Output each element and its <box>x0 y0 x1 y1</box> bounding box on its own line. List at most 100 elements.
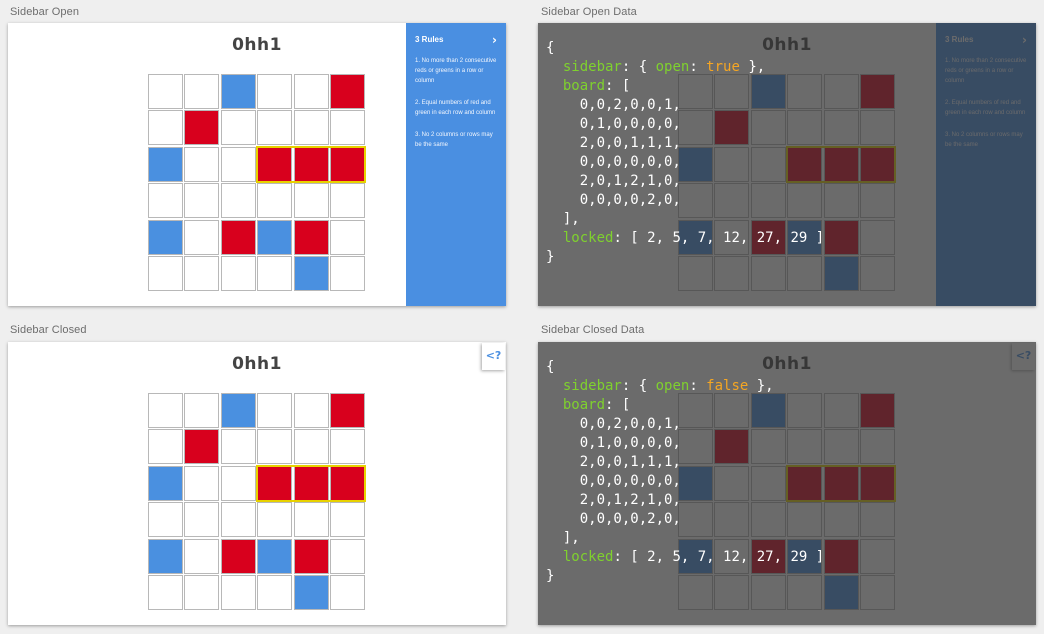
code-board-row: 0,0,0,0,2,0, <box>579 511 681 527</box>
board-cell[interactable] <box>148 256 183 291</box>
board-cell[interactable] <box>293 538 329 574</box>
data-overlay <box>538 23 1036 306</box>
game-board <box>148 393 367 611</box>
board-cell[interactable] <box>293 256 329 291</box>
board-cell[interactable] <box>257 183 293 219</box>
code-locked-key: locked <box>562 230 614 246</box>
rule-1: 1. No more than 2 consecutive reds or gr… <box>415 58 497 84</box>
board-cell[interactable] <box>220 146 256 182</box>
board-cell[interactable] <box>148 502 183 538</box>
board-cell[interactable] <box>184 538 220 574</box>
board-cell[interactable] <box>293 183 329 219</box>
board-cell[interactable] <box>330 219 365 255</box>
board-cell[interactable] <box>330 256 365 291</box>
board-cell[interactable] <box>220 74 256 109</box>
board-cell[interactable] <box>148 393 183 428</box>
game-title: 0hh1 <box>232 35 282 55</box>
board-cell[interactable] <box>184 575 220 610</box>
rules-sidebar: 3 Rules › 1. No more than 2 consecutive … <box>406 23 506 306</box>
board-cell[interactable] <box>330 429 365 465</box>
board-cell[interactable] <box>293 74 329 109</box>
caption-sidebar-closed-data: Sidebar Closed Data <box>541 324 645 336</box>
board-cell[interactable] <box>220 183 256 219</box>
board-cell[interactable] <box>148 538 183 574</box>
board-cell[interactable] <box>293 429 329 465</box>
board-cell[interactable] <box>220 110 256 146</box>
rule-2: 2. Equal numbers of red and green in eac… <box>415 100 496 116</box>
board-cell[interactable] <box>330 502 365 538</box>
board-cell[interactable] <box>257 256 293 291</box>
board-cell[interactable] <box>330 575 365 610</box>
board-cell[interactable] <box>330 110 365 146</box>
code-locked-key: locked <box>562 549 614 565</box>
board-cell[interactable] <box>330 74 365 109</box>
board-cell[interactable] <box>257 219 293 255</box>
board-cell[interactable] <box>257 429 293 465</box>
caption-sidebar-open: Sidebar Open <box>10 6 80 18</box>
board-cell[interactable] <box>148 429 183 465</box>
code-locked-value: : [ 2, 5, 7, 12, 27, 29 ] <box>613 230 825 246</box>
code-board-key: board <box>562 78 606 94</box>
sidebar-title: 3 Rules <box>415 35 444 44</box>
board-cell[interactable] <box>330 183 365 219</box>
code-board-close: ], <box>562 530 580 546</box>
code-board-close: ], <box>562 211 580 227</box>
board-cell[interactable] <box>184 146 220 182</box>
code-board-row: 2,0,1,2,1,0, <box>579 492 681 508</box>
panel-sidebar-open: 0hh1 3 Rules › 1. No more than 2 consecu… <box>8 23 506 306</box>
board-cell[interactable] <box>257 538 293 574</box>
board-cell[interactable] <box>293 393 329 428</box>
state-code-closed: { sidebar: { open: false }, board: [ 0,0… <box>546 358 824 586</box>
board-cell[interactable] <box>220 429 256 465</box>
board-cell[interactable] <box>220 465 256 501</box>
row-error-highlight <box>256 145 367 184</box>
code-sidebar-post: }, <box>739 59 766 75</box>
board-cell[interactable] <box>148 219 183 255</box>
board-cell[interactable] <box>293 110 329 146</box>
board-cell[interactable] <box>148 465 183 501</box>
board-cell[interactable] <box>257 575 293 610</box>
code-close-brace: } <box>546 568 555 584</box>
help-tab-button[interactable]: <? <box>482 343 505 370</box>
code-board-row: 2,0,0,1,1,1, <box>579 135 681 151</box>
board-cell[interactable] <box>257 502 293 538</box>
board-cell[interactable] <box>148 146 183 182</box>
board-cell[interactable] <box>184 74 220 109</box>
board-cell[interactable] <box>148 110 183 146</box>
board-cell[interactable] <box>184 183 220 219</box>
board-cell[interactable] <box>330 393 365 428</box>
board-cell[interactable] <box>220 256 256 291</box>
board-cell[interactable] <box>184 465 220 501</box>
board-cell[interactable] <box>257 110 293 146</box>
board-cell[interactable] <box>293 219 329 255</box>
code-board-row: 0,0,0,0,0,0, <box>579 473 681 489</box>
board-cell[interactable] <box>293 502 329 538</box>
code-board-key: board <box>562 397 606 413</box>
board-cell[interactable] <box>293 575 329 610</box>
chevron-right-icon[interactable]: › <box>492 32 497 47</box>
board-cell[interactable] <box>257 74 293 109</box>
board-cell[interactable] <box>184 502 220 538</box>
board-cell[interactable] <box>330 538 365 574</box>
code-colon: : <box>689 378 707 394</box>
board-cell[interactable] <box>148 183 183 219</box>
panel-sidebar-closed: 0hh1 <? <box>8 342 506 625</box>
code-board-row: 0,0,0,0,2,0, <box>579 192 681 208</box>
board-cell[interactable] <box>220 502 256 538</box>
board-cell[interactable] <box>184 393 220 428</box>
board-cell[interactable] <box>257 393 293 428</box>
board-cell[interactable] <box>148 575 183 610</box>
rule-3: 3. No 2 columns or rows may be the same <box>415 132 493 148</box>
game-board <box>148 74 367 292</box>
board-cell[interactable] <box>148 74 183 109</box>
board-cell[interactable] <box>184 110 220 146</box>
board-cell[interactable] <box>184 429 220 465</box>
caption-sidebar-closed: Sidebar Closed <box>10 324 87 336</box>
board-cell[interactable] <box>184 256 220 291</box>
board-cell[interactable] <box>220 219 256 255</box>
code-colon: : <box>689 59 707 75</box>
board-cell[interactable] <box>184 219 220 255</box>
board-cell[interactable] <box>220 575 256 610</box>
board-cell[interactable] <box>220 393 256 428</box>
board-cell[interactable] <box>220 538 256 574</box>
